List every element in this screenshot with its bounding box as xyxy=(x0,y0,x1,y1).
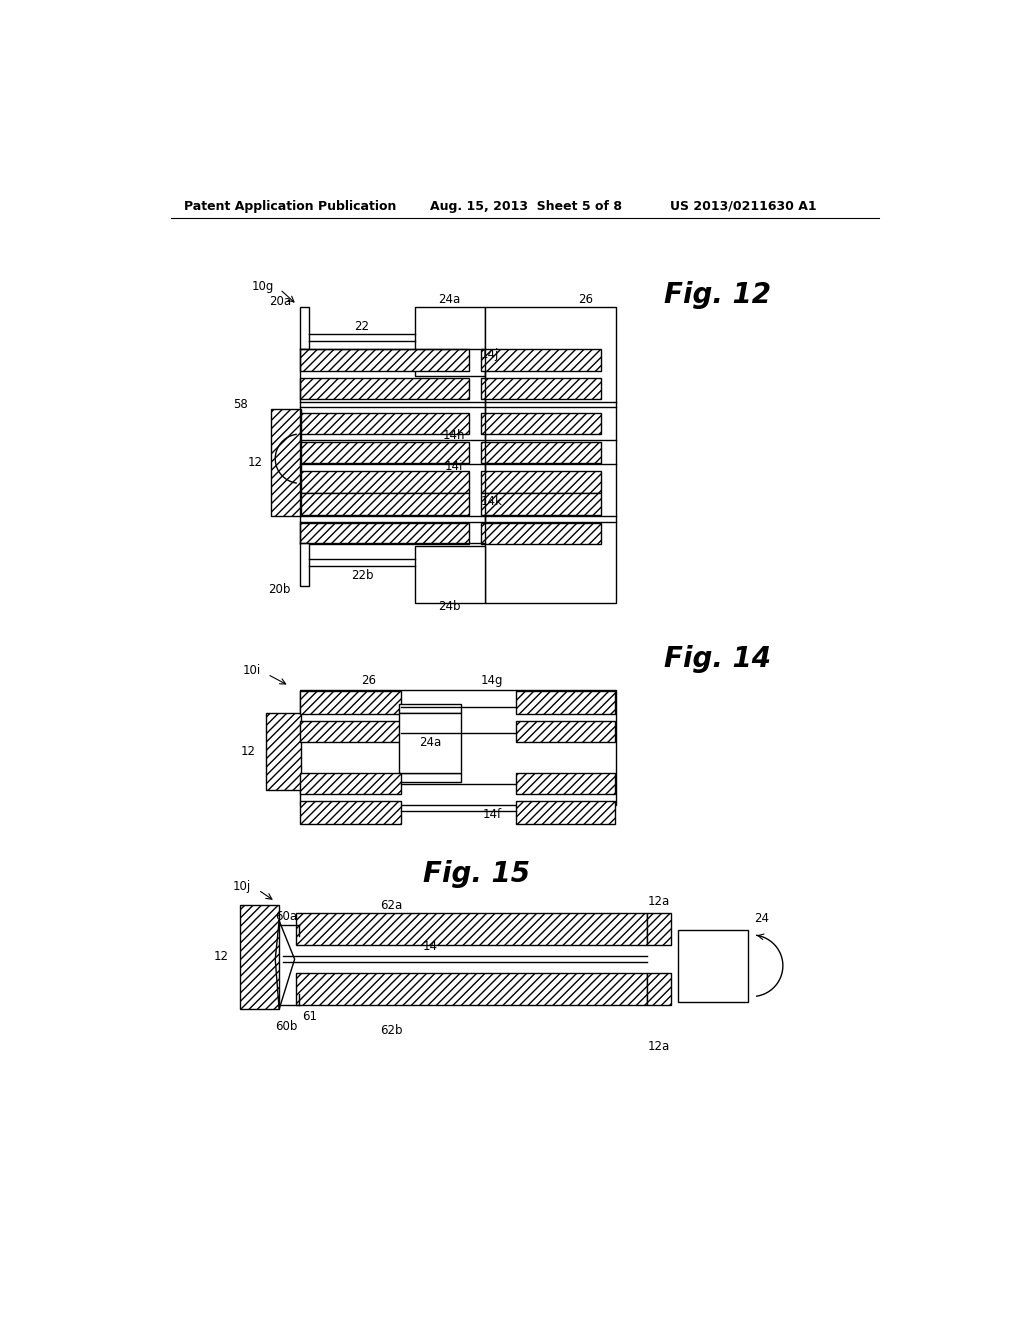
Text: 22b: 22b xyxy=(351,569,374,582)
Text: 24a: 24a xyxy=(419,737,441,750)
Text: 10g: 10g xyxy=(251,280,273,293)
Bar xyxy=(515,800,614,824)
Bar xyxy=(678,929,748,1002)
Text: 22: 22 xyxy=(354,319,370,333)
Text: 60a: 60a xyxy=(275,911,297,924)
Text: 24b: 24b xyxy=(438,601,461,612)
Text: 10i: 10i xyxy=(243,664,261,677)
Text: 14h: 14h xyxy=(442,429,465,442)
Bar xyxy=(300,800,400,824)
Bar xyxy=(300,471,469,492)
Bar xyxy=(300,774,400,795)
Bar xyxy=(480,471,601,492)
Bar xyxy=(300,350,469,371)
Text: Aug. 15, 2013  Sheet 5 of 8: Aug. 15, 2013 Sheet 5 of 8 xyxy=(430,199,623,213)
Bar xyxy=(515,721,614,742)
Text: 26: 26 xyxy=(360,675,376,686)
Bar xyxy=(415,308,484,376)
Text: 12: 12 xyxy=(248,455,263,469)
Text: 14j: 14j xyxy=(480,348,499,362)
Bar xyxy=(480,378,601,400)
Text: 20a: 20a xyxy=(268,296,291,308)
Bar xyxy=(296,973,647,1006)
Bar xyxy=(399,774,461,781)
Bar xyxy=(241,906,280,1010)
Bar xyxy=(484,308,616,603)
Bar xyxy=(300,442,469,463)
Text: 20b: 20b xyxy=(268,583,291,597)
Bar xyxy=(300,721,400,742)
Bar xyxy=(647,973,671,1006)
Bar xyxy=(480,350,601,371)
Bar xyxy=(300,308,309,350)
Text: 14g: 14g xyxy=(481,675,504,686)
Bar xyxy=(480,523,601,544)
Text: 12: 12 xyxy=(241,744,256,758)
Bar xyxy=(480,413,601,434)
Text: 12a: 12a xyxy=(648,1040,670,1053)
Bar xyxy=(271,409,301,516)
Bar xyxy=(300,378,469,400)
Bar xyxy=(300,692,400,714)
Bar xyxy=(399,713,461,774)
Bar xyxy=(515,774,614,795)
Text: 62a: 62a xyxy=(380,899,402,912)
Text: Fig. 12: Fig. 12 xyxy=(664,281,770,309)
Bar xyxy=(300,689,616,805)
Bar xyxy=(266,713,301,789)
Bar xyxy=(647,913,671,945)
Text: 14: 14 xyxy=(423,940,437,953)
Text: 14k: 14k xyxy=(480,495,503,508)
Text: 58: 58 xyxy=(233,399,248,412)
Text: 61: 61 xyxy=(302,1010,317,1023)
Text: Fig. 15: Fig. 15 xyxy=(423,861,530,888)
Text: 24a: 24a xyxy=(438,293,461,306)
Text: 12a: 12a xyxy=(648,895,670,908)
Bar xyxy=(300,544,309,586)
Text: 12: 12 xyxy=(214,950,228,964)
Text: 26: 26 xyxy=(578,293,593,306)
Text: US 2013/0211630 A1: US 2013/0211630 A1 xyxy=(671,199,817,213)
Bar xyxy=(480,442,601,463)
Text: 60b: 60b xyxy=(275,1020,298,1034)
Text: 24: 24 xyxy=(755,912,769,925)
Text: Fig. 14: Fig. 14 xyxy=(664,645,770,673)
Bar xyxy=(515,692,614,714)
Bar xyxy=(415,545,484,603)
Text: 14f: 14f xyxy=(482,808,502,821)
Text: 62b: 62b xyxy=(380,1023,402,1036)
Bar xyxy=(296,913,647,945)
Bar xyxy=(300,494,469,515)
Bar xyxy=(300,413,469,434)
Text: 10j: 10j xyxy=(232,879,251,892)
Text: 14i: 14i xyxy=(444,459,463,473)
Bar xyxy=(300,523,469,544)
Text: Patent Application Publication: Patent Application Publication xyxy=(183,199,396,213)
Bar xyxy=(480,494,601,515)
Bar xyxy=(399,704,461,713)
